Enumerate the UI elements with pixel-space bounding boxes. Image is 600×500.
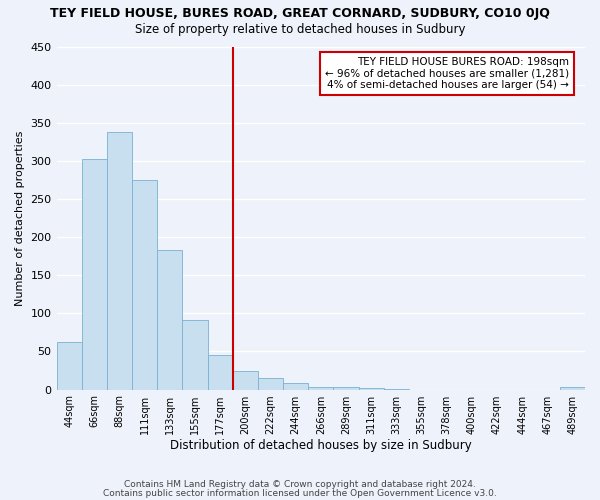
Bar [334,388,359,390]
Bar [283,384,308,390]
Text: TEY FIELD HOUSE BURES ROAD: 198sqm
← 96% of detached houses are smaller (1,281)
: TEY FIELD HOUSE BURES ROAD: 198sqm ← 96%… [325,57,569,90]
Text: Contains HM Land Registry data © Crown copyright and database right 2024.: Contains HM Land Registry data © Crown c… [124,480,476,489]
Bar [233,372,258,390]
Bar [560,388,585,390]
Bar [107,132,132,390]
Text: Contains public sector information licensed under the Open Government Licence v3: Contains public sector information licen… [103,490,497,498]
Bar [359,388,383,390]
Y-axis label: Number of detached properties: Number of detached properties [15,130,25,306]
Text: TEY FIELD HOUSE, BURES ROAD, GREAT CORNARD, SUDBURY, CO10 0JQ: TEY FIELD HOUSE, BURES ROAD, GREAT CORNA… [50,8,550,20]
Bar [132,180,157,390]
Bar [208,356,233,390]
Bar [82,160,107,390]
Bar [383,389,409,390]
Bar [258,378,283,390]
Bar [182,320,208,390]
X-axis label: Distribution of detached houses by size in Sudbury: Distribution of detached houses by size … [170,440,472,452]
Bar [157,250,182,390]
Text: Size of property relative to detached houses in Sudbury: Size of property relative to detached ho… [135,22,465,36]
Bar [308,386,334,390]
Bar [56,342,82,390]
